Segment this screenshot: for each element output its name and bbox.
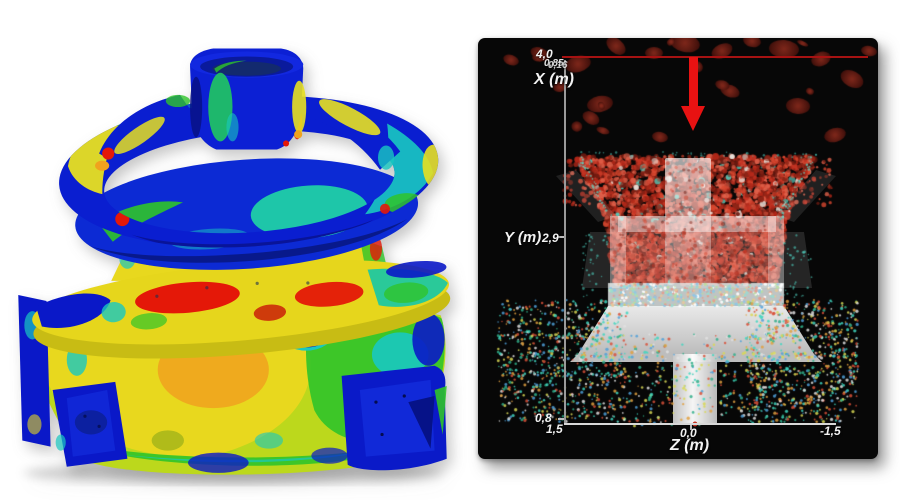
y-axis-tick-mark xyxy=(558,236,564,238)
y-axis-bottom-tick-mark xyxy=(558,418,564,420)
feed-level-line xyxy=(562,56,868,58)
z-axis-tick-mark xyxy=(690,425,692,430)
product-particles-canvas xyxy=(478,38,878,459)
feed-direction-arrow xyxy=(679,57,708,133)
crusher-frame-fea-image xyxy=(18,48,451,484)
z-axis-tick-right: -1,5 xyxy=(820,424,841,438)
z-axis-tick-left: 1,5 xyxy=(546,422,563,436)
spider-arm-left xyxy=(95,94,195,171)
x-axis-tick-top: 4,0 xyxy=(536,47,553,61)
fea-stress-render-panel xyxy=(6,6,461,488)
x-axis-tick-overlap-a: 0,85 xyxy=(544,58,564,69)
frame-flange xyxy=(32,259,451,359)
y-axis-tick-bottom: 0,8 xyxy=(535,411,552,425)
dem-simulation-panel: 4,0 0,85 0,16 X (m) Y (m) 2,9 0,8 1,5 0,… xyxy=(478,38,878,459)
center-hub-cup xyxy=(190,48,307,150)
mounting-lug-left xyxy=(52,381,128,467)
arrow-head-icon xyxy=(681,106,705,131)
y-axis-label: Y (m) xyxy=(504,229,542,246)
z-axis-line xyxy=(564,423,836,425)
x-axis-tick-overlap-b: 0,16 xyxy=(548,60,568,71)
y-axis-line xyxy=(564,60,566,425)
z-axis-label: Z (m) xyxy=(670,437,710,454)
x-axis-label: X (m) xyxy=(534,71,574,88)
y-axis-tick-mid: 2,9 xyxy=(542,231,559,245)
z-axis-tick-center: 0,0 xyxy=(680,426,697,440)
arrow-shaft xyxy=(689,57,698,106)
mounting-lug-right xyxy=(341,365,447,471)
